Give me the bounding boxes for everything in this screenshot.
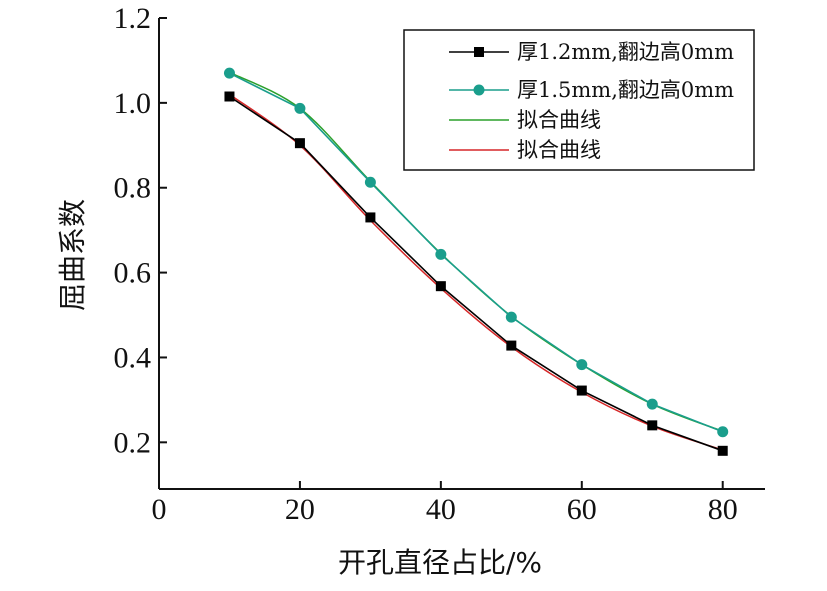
x-tick-label: 40 <box>426 493 456 526</box>
y-tick-label: 0.6 <box>114 257 152 290</box>
series-0-point <box>717 445 728 456</box>
series-1-point <box>223 67 235 79</box>
y-tick-label: 0.8 <box>114 172 152 205</box>
legend-label-1: 厚1.5mm,翻边高0mm <box>517 78 734 102</box>
series-line-1 <box>229 72 724 433</box>
x-tick-label: 0 <box>152 493 167 526</box>
series-1-point <box>435 248 447 260</box>
series-1-point <box>364 176 376 188</box>
legend-box <box>403 29 755 171</box>
series-1-point <box>505 311 517 323</box>
axes <box>158 18 765 490</box>
series-0-point <box>647 420 658 431</box>
y-axis-label: 屈曲系数 <box>56 199 89 311</box>
x-axis-label: 开孔直径占比/% <box>338 546 542 579</box>
legend-marker-0 <box>474 47 484 57</box>
series-0-point <box>576 385 587 396</box>
y-tick-label: 0.2 <box>114 426 152 459</box>
series-line-3 <box>229 93 723 451</box>
x-tick-label: 20 <box>285 493 315 526</box>
series-1-point <box>717 426 729 438</box>
x-tick-label: 80 <box>708 493 738 526</box>
series-0-point <box>506 340 517 351</box>
ticks: 0 20 40 60 80 0.2 0.4 0.6 0.8 1.0 1.2 <box>114 2 738 526</box>
series-0-point <box>224 91 235 102</box>
series-1-point <box>646 398 658 410</box>
series-layer <box>223 67 729 456</box>
y-tick-label: 1.0 <box>114 87 152 120</box>
series-0-point <box>365 212 376 223</box>
y-tick-label: 0.4 <box>114 341 152 374</box>
series-line-0 <box>229 95 723 452</box>
x-tick-label: 60 <box>567 493 597 526</box>
legend-label-0: 厚1.2mm,翻边高0mm <box>517 40 734 64</box>
legend-marker-1 <box>473 84 485 96</box>
series-1-point <box>576 359 588 371</box>
y-tick-label: 1.2 <box>114 2 152 35</box>
legend-label-3: 拟合曲线 <box>517 138 601 162</box>
legend-label-2: 拟合曲线 <box>517 108 601 132</box>
series-0-point <box>294 138 305 149</box>
series-0-point <box>435 281 446 292</box>
series-1-point <box>294 102 306 114</box>
